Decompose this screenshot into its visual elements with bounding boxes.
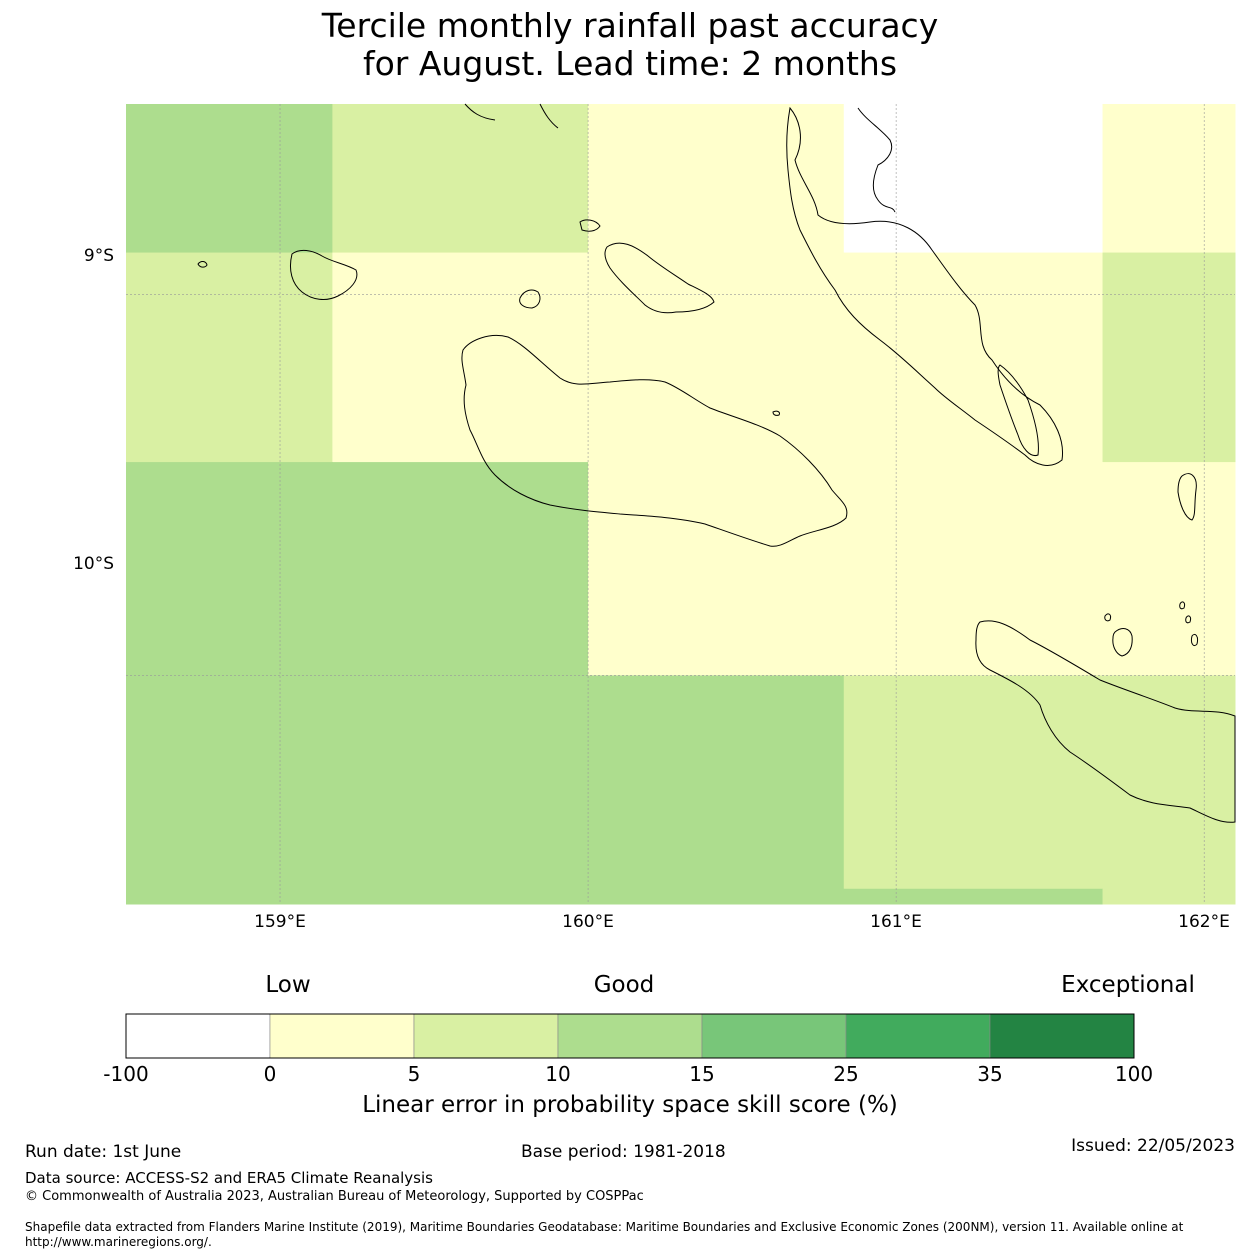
coastline-small-island-3 xyxy=(1185,615,1191,624)
skill-cell xyxy=(588,252,845,463)
skill-cell xyxy=(332,104,589,254)
base-period: Base period: 1981-2018 xyxy=(521,1142,726,1162)
skill-cell xyxy=(843,675,1104,890)
colorbar-frame xyxy=(125,1013,1135,1059)
lon-tick-label: 160°E xyxy=(562,912,614,932)
skill-cell xyxy=(1102,104,1236,254)
skill-cell xyxy=(588,888,845,905)
skill-cell xyxy=(126,462,333,676)
coastline-small-island-2 xyxy=(1179,601,1185,610)
skill-cell xyxy=(588,675,845,890)
coastline-ugi-island xyxy=(1112,628,1133,657)
skill-cell xyxy=(126,888,333,905)
colorbar-tick: 35 xyxy=(977,1062,1003,1086)
data-source: Data source: ACCESS-S2 and ERA5 Climate … xyxy=(25,1169,433,1187)
chart-title-line-1: Tercile monthly rainfall past accuracy xyxy=(321,6,939,45)
skill-cell xyxy=(843,252,1104,463)
skill-cell xyxy=(843,888,1104,905)
skill-cell xyxy=(588,104,845,254)
coastline-islets-north xyxy=(464,103,601,232)
lat-tick-label: 10°S xyxy=(73,554,114,574)
skill-cell xyxy=(1102,252,1236,463)
coastline-savo-island xyxy=(519,289,541,309)
colorbar-swatch xyxy=(413,1013,559,1059)
skill-map xyxy=(126,103,1236,905)
coastline-florida-islands xyxy=(604,242,715,314)
colorbar-swatch xyxy=(125,1013,271,1059)
coastline-small-island-west xyxy=(197,261,208,268)
skill-cell xyxy=(126,104,333,254)
colorbar-tick: 5 xyxy=(407,1062,421,1086)
colorbar-tick: 10 xyxy=(545,1062,571,1086)
colorbar-tick: -100 xyxy=(103,1062,149,1086)
coastline-guadalcanal xyxy=(461,335,848,547)
colorbar-tick: 25 xyxy=(833,1062,859,1086)
skill-cell xyxy=(332,888,589,905)
skill-cell xyxy=(1102,462,1236,676)
skill-cell xyxy=(332,252,589,463)
coastline-malaita-north xyxy=(786,106,1064,466)
coastline-russell-islands xyxy=(289,249,358,300)
lon-tick-label: 159°E xyxy=(254,912,306,932)
colorbar-swatch xyxy=(701,1013,847,1059)
colorbar-swatch xyxy=(989,1013,1135,1059)
colorbar-tick: 0 xyxy=(263,1062,277,1086)
colorbar-label: Linear error in probability space skill … xyxy=(362,1092,898,1118)
chart-title-line-2: for August. Lead time: 2 months xyxy=(362,44,898,83)
colorbar-tick: 15 xyxy=(689,1062,715,1086)
skill-cell xyxy=(332,675,589,890)
skill-grid-cells xyxy=(126,104,1236,905)
skill-cell xyxy=(126,252,333,463)
skill-cell xyxy=(126,675,333,890)
copyright: © Commonwealth of Australia 2023, Austra… xyxy=(25,1189,644,1204)
coastline-makira xyxy=(975,620,1236,823)
lat-tick-label: 9°S xyxy=(83,246,114,266)
coastline-small-island-4 xyxy=(1191,633,1198,647)
coastline-small-malaita xyxy=(997,364,1039,457)
colorbar-swatch xyxy=(557,1013,703,1059)
colorbar-swatch xyxy=(269,1013,415,1059)
lon-tick-label: 161°E xyxy=(870,912,922,932)
coastlines xyxy=(197,103,1236,823)
lat-lon-gridlines xyxy=(126,104,1235,904)
skill-cell xyxy=(332,462,589,676)
colorbar-swatch xyxy=(845,1013,991,1059)
colorbar-category-exceptional: Exceptional xyxy=(1061,972,1195,998)
colorbar-category-good: Good xyxy=(593,972,655,998)
lon-tick-label: 162°E xyxy=(1178,912,1230,932)
skill-cell xyxy=(1102,888,1236,905)
coastline-malaita-tip xyxy=(857,107,896,213)
coastline-small-island-1 xyxy=(1104,613,1111,622)
run-date: Run date: 1st June xyxy=(25,1142,182,1162)
issued-date: Issued: 22/05/2023 xyxy=(1071,1136,1235,1156)
skill-cell xyxy=(843,104,1104,254)
coastline-island-east xyxy=(1177,473,1197,521)
colorbar-category-low: Low xyxy=(265,972,311,998)
skill-cell xyxy=(588,462,845,676)
skill-cell xyxy=(1102,675,1236,890)
colorbar-tick: 100 xyxy=(1114,1062,1154,1086)
skill-cell xyxy=(843,462,1104,676)
shapefile-credit: Shapefile data extracted from Flanders M… xyxy=(25,1220,1184,1249)
coastline-islet-center xyxy=(772,410,780,416)
